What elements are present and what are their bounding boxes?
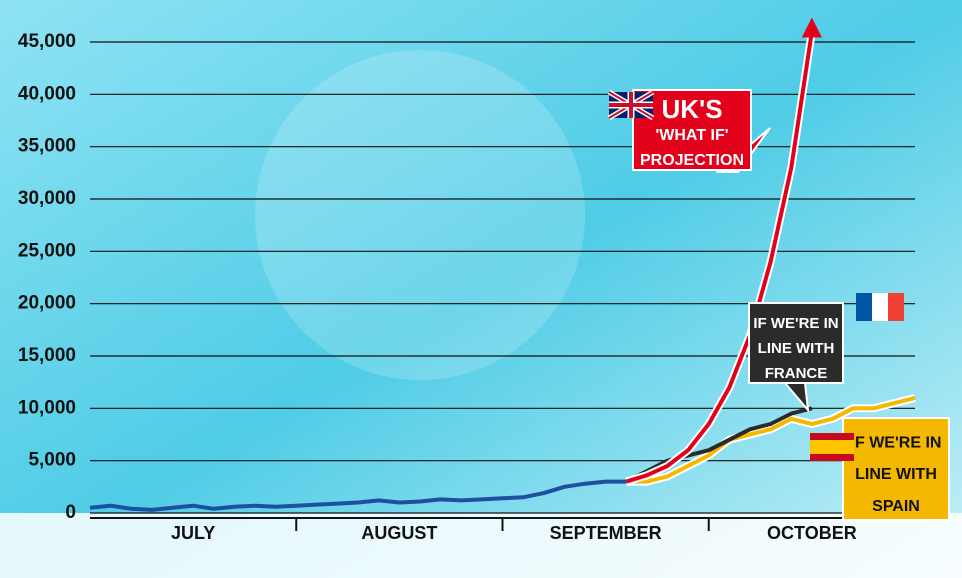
annotation-text: SPAIN bbox=[872, 498, 920, 515]
virus-decoration bbox=[255, 50, 585, 380]
y-tick-label: 0 bbox=[65, 502, 76, 523]
line bbox=[626, 395, 916, 484]
y-tick-label: 30,000 bbox=[18, 188, 76, 209]
y-tick-label: 10,000 bbox=[18, 397, 76, 418]
spain-flag bbox=[810, 433, 854, 461]
arrow-head bbox=[801, 17, 822, 38]
callout-box bbox=[842, 417, 950, 521]
callout-box bbox=[748, 302, 844, 384]
y-tick-label: 35,000 bbox=[18, 136, 76, 157]
flags bbox=[607, 89, 904, 461]
annotation-text: UK'S bbox=[661, 94, 722, 124]
annotation: UK'S 'WHAT IF' PROJECTION bbox=[632, 89, 771, 173]
annotation-text: PROJECTION bbox=[640, 152, 744, 169]
line bbox=[89, 479, 627, 512]
x-tick-label: JULY bbox=[171, 523, 215, 543]
line bbox=[625, 406, 813, 484]
x-tick-label: OCTOBER bbox=[767, 523, 857, 543]
annotation-text: 'WHAT IF' bbox=[655, 127, 728, 144]
annotation: IF WE'RE IN LINE WITH FRANCE bbox=[748, 302, 844, 414]
y-tick-label: 45,000 bbox=[18, 31, 76, 52]
x-tick-label: AUGUST bbox=[361, 523, 437, 543]
annotation: IF WE'RE IN LINE WITH SPAIN bbox=[842, 417, 950, 521]
annotation-text: LINE WITH bbox=[758, 340, 835, 357]
y-tick-label: 20,000 bbox=[18, 293, 76, 314]
uk-flag bbox=[607, 89, 655, 121]
x-tick-label: SEPTEMBER bbox=[550, 523, 662, 543]
france-flag bbox=[856, 293, 904, 321]
y-tick-label: 25,000 bbox=[18, 240, 76, 261]
y-tick-label: 40,000 bbox=[18, 83, 76, 104]
annotation-text: IF WE'RE IN bbox=[851, 434, 942, 451]
y-tick-label: 15,000 bbox=[18, 345, 76, 366]
y-tick-label: 5,000 bbox=[28, 450, 76, 471]
annotation-text: IF WE'RE IN bbox=[753, 315, 838, 332]
line bbox=[625, 31, 814, 484]
axis-band bbox=[0, 513, 962, 578]
annotation-text: LINE WITH bbox=[855, 466, 937, 483]
annotation-text: FRANCE bbox=[765, 365, 828, 382]
